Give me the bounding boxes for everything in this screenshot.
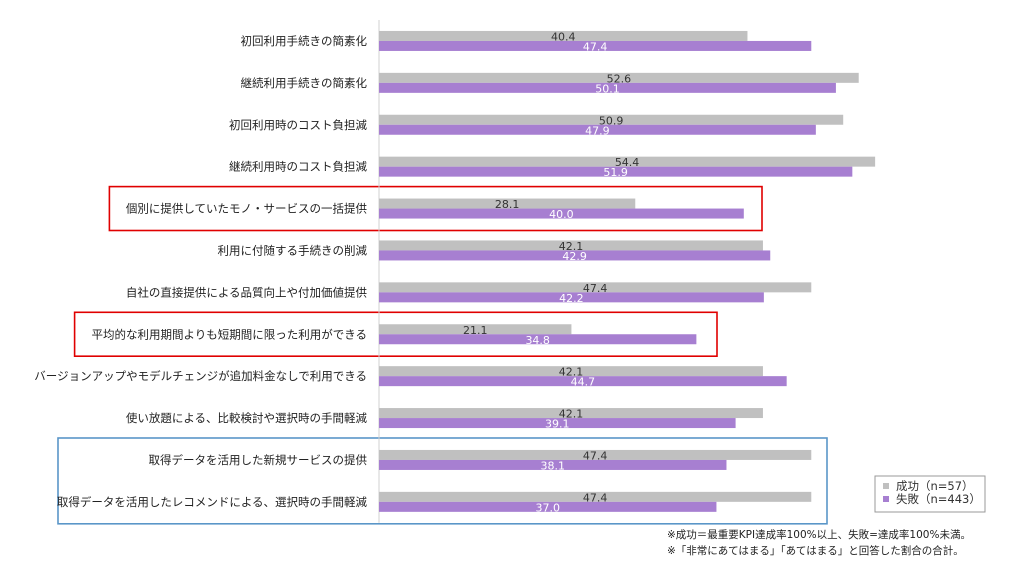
bar-success: [379, 324, 572, 335]
value-label-failure: 34.8: [525, 334, 550, 347]
value-label-success: 40.4: [551, 30, 576, 43]
bar-failure: [379, 418, 736, 429]
legend-swatch: [883, 483, 889, 489]
bars-group: [379, 30, 876, 512]
bar-failure: [379, 208, 744, 219]
value-label-failure: 42.9: [562, 250, 587, 263]
category-label: 継続利用手続きの簡素化: [241, 76, 368, 90]
value-label-failure: 42.2: [559, 292, 584, 305]
legend-frame: [874, 475, 986, 513]
value-label-success: 47.4: [583, 282, 608, 295]
legend: 成功（n=57）失敗（n=443）: [874, 475, 986, 513]
bar-success: [379, 198, 636, 209]
value-label-success: 28.1: [495, 198, 520, 211]
value-label-success: 52.6: [607, 72, 632, 85]
value-label-failure: 47.9: [585, 124, 610, 137]
bar-failure: [379, 82, 836, 93]
bar-success: [379, 282, 812, 293]
category-label: 使い放題による、比較検討や選択時の手間軽減: [126, 411, 368, 425]
note-definition: ※成功＝最重要KPI達成率100%以上、失敗=達成率100%未満。: [667, 529, 971, 541]
bar-failure: [379, 250, 771, 261]
value-label-success: 42.1: [559, 408, 584, 421]
bar-failure: [379, 124, 816, 135]
category-label: バージョンアップやモデルチェンジが追加料金なしで利用できる: [34, 369, 367, 383]
value-label-success: 47.4: [583, 449, 608, 462]
bar-failure: [379, 459, 727, 470]
value-label-failure: 51.9: [603, 166, 628, 179]
category-label: 平均的な利用期間よりも短期間に限った利用ができる: [91, 327, 367, 341]
category-label: 自社の直接提供による品質向上や付加価値提供: [126, 285, 368, 299]
bar-success: [379, 408, 763, 419]
bar-failure: [379, 40, 812, 51]
value-label-failure: 47.4: [583, 40, 608, 53]
bar-failure: [379, 166, 853, 177]
bar-success: [379, 114, 844, 125]
bar-success: [379, 366, 763, 377]
bar-success: [379, 449, 812, 460]
bar-failure: [379, 334, 697, 345]
bar-success: [379, 240, 763, 251]
labels-group: 初回利用手続きの簡素化 40.4 47.4 継続利用手続きの簡素化 52.650.1 初回…: [34, 30, 639, 514]
category-label: 初回利用時のコスト負担減: [229, 118, 367, 132]
legend-label: 成功（n=57）: [896, 479, 974, 493]
highlight-boxes: [57, 185, 828, 525]
value-label-success: 54.4: [615, 156, 640, 169]
category-label: 継続利用時のコスト負担減: [229, 160, 367, 174]
value-label-failure: 39.1: [545, 418, 570, 431]
value-label-failure: 50.1: [595, 82, 620, 95]
value-label-failure: 38.1: [540, 459, 565, 472]
bar-success: [379, 30, 748, 41]
bar-success: [379, 491, 812, 502]
category-label: 取得データを活用したレコメンドによる、選択時の手間軽減: [57, 495, 368, 509]
legend-swatch: [883, 496, 889, 502]
bar-failure: [379, 501, 717, 512]
value-label-success: 21.1: [463, 324, 488, 337]
value-label-success: 42.1: [559, 240, 584, 253]
value-label-success: 42.1: [559, 366, 584, 379]
highlight-box: [73, 311, 718, 357]
category-label: 利用に付随する手続きの削減: [218, 243, 368, 257]
highlight-box: [57, 437, 828, 525]
category-label: 個別に提供していたモノ・サービスの一括提供: [126, 202, 368, 216]
legend-label: 失敗（n=443）: [896, 492, 981, 506]
value-label-success: 47.4: [583, 491, 608, 504]
value-label-failure: 44.7: [571, 376, 596, 389]
note-aggregation: ※「非常にあてはまる」「あてはまる」と回答した割合の合計。: [667, 545, 964, 557]
bar-success: [379, 156, 876, 167]
bar-failure: [379, 376, 787, 387]
value-label-success: 50.9: [599, 114, 624, 127]
value-label-failure: 37.0: [535, 501, 560, 514]
value-label-failure: 40.0: [549, 208, 574, 221]
highlight-box: [108, 185, 763, 232]
category-label: 初回利用手続きの簡素化: [241, 34, 368, 48]
bar-failure: [379, 292, 764, 303]
bar-success: [379, 72, 859, 83]
category-label: 取得データを活用した新規サービスの提供: [149, 453, 368, 467]
